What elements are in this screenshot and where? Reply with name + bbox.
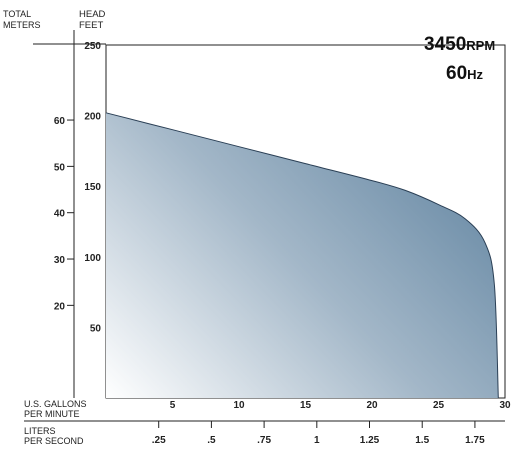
x-tick-label-lps: .25 [152, 435, 166, 446]
title-hz-unit: Hz [467, 67, 483, 82]
x-label-gpm-line1: U.S. GALLONS [24, 399, 87, 409]
x-tick-label-gpm: 5 [170, 400, 176, 411]
y-tick-label-feet: 50 [90, 323, 102, 334]
x-tick-label-lps: .5 [207, 435, 216, 446]
title-rpm-unit: RPM [466, 38, 495, 53]
title-rpm-value: 3450 [424, 34, 466, 55]
x-label-lps-line2: PER SECOND [24, 436, 84, 446]
performance-area [106, 112, 499, 399]
y-tick-label-feet: 150 [84, 182, 101, 193]
x-tick-label-lps: 1.5 [415, 435, 429, 446]
y-tick-label-meters: 40 [54, 209, 66, 220]
x-tick-label-gpm: 10 [233, 400, 245, 411]
x-label-lps-line1: LITERS [24, 426, 56, 436]
y-tick-label-meters: 20 [54, 301, 66, 312]
title-hz-value: 60 [446, 63, 467, 84]
y-tick-label-feet: 200 [84, 112, 101, 123]
y-tick-label-meters: 50 [54, 162, 66, 173]
performance-curve [105, 112, 499, 399]
x-label-gpm-line2: PER MINUTE [24, 409, 80, 419]
y-label-feet-line2: FEET [79, 20, 103, 31]
y-label-meters-line2: METERS [3, 20, 41, 30]
x-tick-label-gpm: 30 [499, 400, 511, 411]
x-tick-label-lps: .75 [257, 435, 271, 446]
x-tick-label-lps: 1 [314, 435, 320, 446]
y-tick-label-feet: 250 [84, 41, 101, 52]
y-tick-label-feet: 100 [84, 253, 101, 264]
x-tick-label-gpm: 20 [366, 400, 378, 411]
y-label-feet-line1: HEAD [79, 9, 106, 20]
y-tick-label-meters: 30 [54, 255, 66, 266]
x-tick-label-gpm: 25 [433, 400, 445, 411]
x-tick-label-lps: 1.75 [465, 435, 485, 446]
title-rpm: 3450RPM [424, 34, 495, 55]
x-tick-label-lps: 1.25 [360, 435, 380, 446]
title-hz: 60Hz [446, 63, 484, 84]
y-tick-label-meters: 60 [54, 116, 66, 127]
y-label-meters-line1: TOTAL [3, 9, 31, 19]
x-tick-label-gpm: 15 [300, 400, 312, 411]
